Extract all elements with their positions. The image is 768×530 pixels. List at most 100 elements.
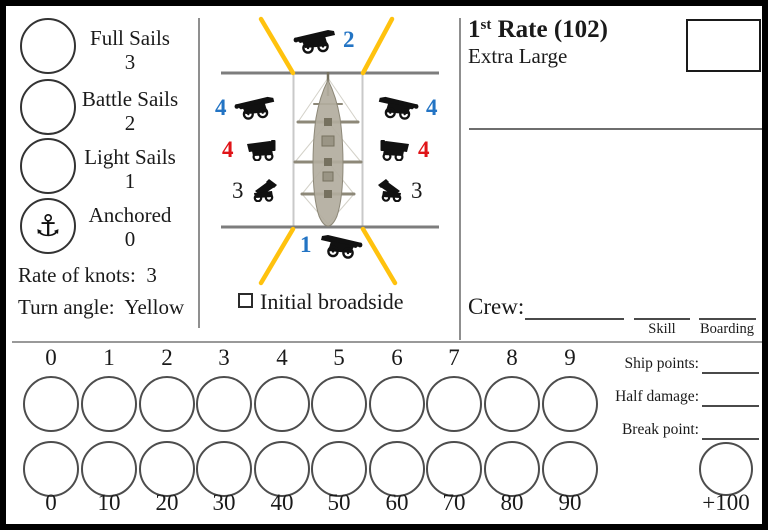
overflow-damage-circle[interactable]: [699, 442, 753, 496]
units-label: 6: [391, 345, 403, 370]
tens-label: 30: [212, 490, 236, 515]
bow-arc-left-yellow-line: [258, 16, 296, 76]
stern-arc-right-yellow-line: [360, 226, 398, 286]
tens-damage-circle[interactable]: [369, 441, 425, 497]
page-title: 1st Rate (102): [468, 16, 608, 44]
header-divider-line: [469, 128, 762, 130]
units-label: 0: [45, 345, 57, 370]
ship-id-box[interactable]: [686, 19, 761, 72]
anchor-icon: ⚓: [34, 208, 62, 244]
break-point-label: Break point:: [621, 421, 699, 438]
units-damage-circle[interactable]: [484, 376, 540, 432]
tens-label: 60: [385, 490, 409, 515]
port-cannon-value: 4: [215, 95, 227, 120]
units-label: 8: [506, 345, 518, 370]
rate-of-knots-value: 3: [146, 263, 157, 287]
starboard-mortar-value: 3: [411, 178, 423, 203]
ship-points-write-line[interactable]: [702, 372, 759, 374]
sail-state-row: Anchored 0: [68, 203, 192, 251]
tens-damage-circle[interactable]: [254, 441, 310, 497]
overflow-label: +100: [702, 490, 750, 515]
skill-label: Skill: [648, 321, 676, 337]
units-damage-circle[interactable]: [369, 376, 425, 432]
firing-arc-diagram: [221, 16, 439, 286]
tens-damage-circle[interactable]: [484, 441, 540, 497]
units-damage-circle[interactable]: [542, 376, 598, 432]
turn-angle-value: Yellow: [124, 295, 185, 319]
units-label: 5: [333, 345, 345, 370]
tens-damage-circle[interactable]: [139, 441, 195, 497]
tens-label: 0: [45, 490, 57, 515]
stern-chaser-cannon-icon: [316, 231, 364, 259]
units-damage-circle[interactable]: [254, 376, 310, 432]
title-ordinal: st: [480, 17, 492, 33]
turn-angle: Turn angle: Yellow: [18, 295, 185, 319]
units-damage-circle[interactable]: [23, 376, 79, 432]
tens-damage-circle[interactable]: [23, 441, 79, 497]
bow-chaser-cannon-icon: [292, 26, 340, 54]
stern-arc-value: 1: [300, 232, 312, 257]
units-damage-circle[interactable]: [311, 376, 367, 432]
units-damage-circle[interactable]: [426, 376, 482, 432]
sail-state-label: Full Sails: [90, 26, 170, 50]
half-damage-write-line[interactable]: [702, 405, 759, 407]
left-panel-divider: [198, 18, 200, 328]
sail-state-row: Battle Sails 2: [68, 87, 192, 135]
sail-state-row: Full Sails 3: [68, 26, 192, 74]
units-label: 9: [564, 345, 576, 370]
battle-sails-circle[interactable]: [20, 79, 76, 135]
units-label: 1: [103, 345, 115, 370]
sail-state-label: Battle Sails: [81, 87, 179, 111]
tens-label: 70: [442, 490, 466, 515]
sail-state-label: Anchored: [88, 203, 172, 227]
crew-write-line[interactable]: [525, 318, 624, 320]
bow-arc-right-yellow-line: [360, 16, 395, 76]
units-damage-circle[interactable]: [196, 376, 252, 432]
tens-damage-circle[interactable]: [81, 441, 137, 497]
units-label: 2: [161, 345, 173, 370]
sail-state-row: Light Sails 1: [68, 145, 192, 193]
starboard-cannon-icon: [374, 93, 420, 120]
sail-state-value: 0: [124, 227, 136, 251]
port-cannon-icon: [233, 93, 279, 120]
title-number: 1: [468, 16, 481, 43]
port-mortar-icon: [248, 176, 282, 202]
starboard-carronade-value: 4: [418, 137, 430, 162]
units-label: 3: [218, 345, 230, 370]
port-mortar-value: 3: [232, 178, 244, 203]
break-point-write-line[interactable]: [702, 438, 759, 440]
boarding-write-line[interactable]: [699, 318, 756, 320]
sail-state-value: 1: [124, 169, 136, 193]
tens-label: 10: [97, 490, 121, 515]
initial-broadside-label: Initial broadside: [260, 289, 404, 314]
units-damage-circle[interactable]: [81, 376, 137, 432]
turn-angle-label: Turn angle:: [18, 295, 115, 319]
starboard-cannon-value: 4: [426, 95, 438, 120]
tens-label: 90: [558, 490, 582, 515]
tens-damage-circle[interactable]: [196, 441, 252, 497]
light-sails-circle[interactable]: [20, 138, 76, 194]
damage-track-divider: [12, 341, 762, 343]
sail-state-label: Light Sails: [84, 145, 176, 169]
rate-of-knots: Rate of knots: 3: [18, 263, 157, 287]
ship-top-view: [293, 72, 363, 227]
ship-points-label: Ship points:: [624, 355, 699, 372]
tens-damage-circle[interactable]: [311, 441, 367, 497]
title-rest: Rate (102): [491, 16, 608, 43]
units-label: 4: [276, 345, 288, 370]
port-carronade-value: 4: [222, 137, 234, 162]
tens-damage-circle[interactable]: [542, 441, 598, 497]
initial-broadside-checkbox[interactable]: [238, 293, 253, 308]
tens-damage-circle[interactable]: [426, 441, 482, 497]
full-sails-circle[interactable]: [20, 18, 76, 74]
anchored-circle[interactable]: [20, 198, 76, 254]
rate-of-knots-label: Rate of knots:: [18, 263, 136, 287]
units-label: 7: [448, 345, 460, 370]
tens-label: 20: [155, 490, 179, 515]
sail-state-value: 3: [124, 50, 136, 74]
size-subtitle: Extra Large: [468, 44, 568, 68]
tens-label: 40: [270, 490, 294, 515]
units-damage-circle[interactable]: [139, 376, 195, 432]
skill-write-line[interactable]: [634, 318, 690, 320]
